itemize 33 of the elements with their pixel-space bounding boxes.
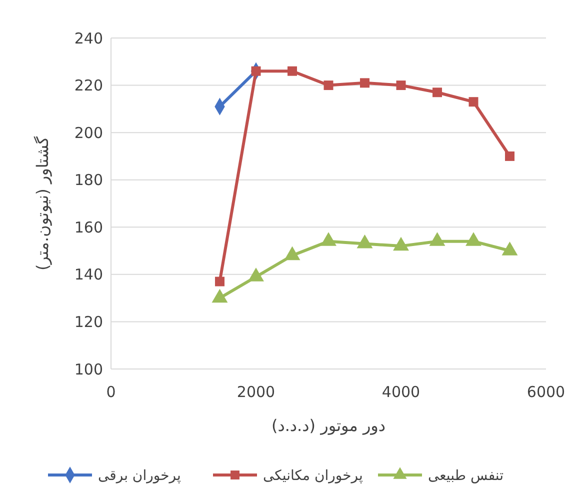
point: [248, 268, 264, 282]
legend-label: پرخوران برقی: [98, 468, 181, 484]
x-tick-label: 0: [106, 383, 116, 401]
point: [212, 288, 228, 303]
legend-label: تنفس طبیعی: [428, 468, 504, 484]
y-tick-label: 100: [74, 360, 103, 378]
point: [324, 80, 334, 90]
point: [360, 78, 370, 88]
x-axis-title: دور موتور (د.د.د): [271, 416, 386, 435]
point: [432, 88, 442, 98]
point: [396, 80, 406, 90]
point: [502, 242, 518, 256]
point: [505, 151, 514, 161]
y-tick-label: 140: [74, 266, 103, 284]
y-tick-label: 180: [74, 171, 103, 190]
legend-label: پرخوران مکانیکی: [263, 468, 364, 484]
point: [393, 236, 409, 251]
point: [468, 97, 478, 107]
y-tick-label: 220: [74, 76, 103, 95]
point: [288, 66, 297, 76]
point: [466, 232, 482, 246]
point: [284, 246, 300, 260]
y-tick-label: 240: [74, 29, 103, 48]
point: [320, 232, 336, 246]
point: [429, 232, 446, 246]
y-tick-label: 200: [74, 124, 103, 142]
y-tick-label: 160: [74, 218, 103, 236]
point: [356, 234, 373, 248]
x-tick-label: 4000: [382, 383, 420, 401]
y-axis-title: گشتاور (نیوتون.متر): [33, 136, 52, 270]
x-tick-label: 6000: [526, 383, 566, 401]
x-tick-label: 2000: [236, 383, 276, 401]
y-tick-label: 120: [74, 312, 103, 331]
